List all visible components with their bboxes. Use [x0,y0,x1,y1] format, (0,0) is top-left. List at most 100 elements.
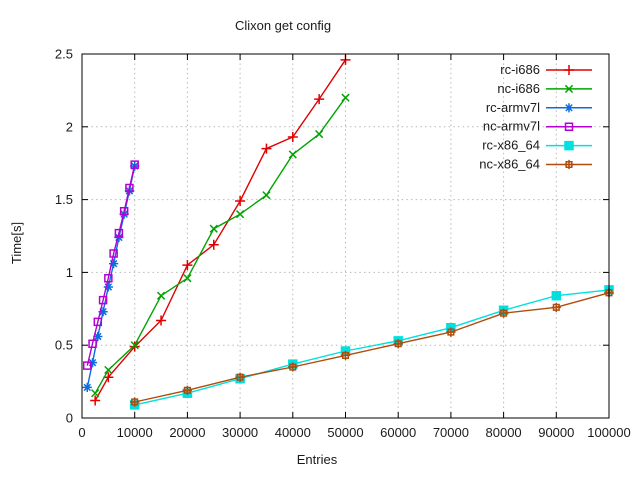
cross-marker [315,129,324,139]
asterisk-marker [114,232,124,243]
legend-marker-sample [564,103,574,113]
legend-item-nc-x86_64: nc-x86_64 [479,157,592,172]
cross-marker [91,389,100,398]
x-tick-label: 70000 [433,425,469,440]
plus-marker [182,260,193,271]
series-nc-armv7l [83,160,139,370]
plus-marker [314,94,325,105]
square-plus-marker [446,327,456,337]
series-line [134,292,610,403]
legend-label: rc-armv7l [486,100,540,115]
legend-label: nc-i686 [497,81,540,96]
series-nc-i686 [91,93,350,398]
legend-label: nc-armv7l [483,119,540,134]
plus-marker [261,143,272,154]
x-tick-label: 40000 [275,425,311,440]
plus-marker [90,395,101,406]
open-square-marker [119,206,129,216]
legend-label: rc-i686 [500,62,540,77]
x-tick-label: 20000 [169,425,205,440]
x-tick-label: 60000 [380,425,416,440]
legend-item-rc-i686: rc-i686 [500,62,592,77]
plus-marker [287,131,298,142]
cross-marker [156,291,166,300]
square-plus-marker [499,308,509,318]
x-tick-label: 100000 [587,425,630,440]
square-plus-marker [182,385,192,395]
cross-marker [341,93,350,102]
plus-marker [208,239,219,250]
y-tick-label: 1.5 [55,192,73,207]
series-line [94,59,347,401]
tick-labels: 0 10000 20000 30000 40000 50000 60000 70000 8000… [55,47,631,441]
cross-marker [262,191,271,200]
series-rc-x86_64 [129,285,614,410]
x-axis-label: Entries [297,452,338,467]
filled-square-marker [551,290,562,301]
x-tick-label: 80000 [486,425,522,440]
x-tick-label: 90000 [538,425,574,440]
legend-item-nc-i686: nc-i686 [497,81,592,96]
legend-label: nc-x86_64 [479,157,540,172]
open-square-marker [98,295,108,305]
legend-marker-sample [564,84,574,94]
plus-marker [129,341,140,352]
asterisk-marker [103,282,113,292]
series-line [134,289,610,406]
open-square-marker [114,228,124,238]
x-tick-label: 0 [78,425,85,440]
open-square-marker [83,361,92,370]
asterisk-marker [87,358,98,368]
chart-title: Clixon get config [235,18,331,33]
open-square-marker [125,183,134,193]
series-line [86,164,136,366]
x-tick-label: 10000 [117,425,153,440]
y-tick-label: 0.5 [55,338,73,353]
asterisk-marker [93,331,103,342]
square-plus-marker [288,362,298,372]
legend-item-nc-armv7l: nc-armv7l [483,119,592,134]
asterisk-marker [82,382,92,393]
x-tick-label: 50000 [327,425,363,440]
plus-marker [156,315,167,326]
cross-marker [130,341,139,350]
legend-item-rc-x86_64: rc-x86_64 [482,138,592,153]
legend-label: rc-x86_64 [482,138,540,153]
square-plus-marker [340,350,351,360]
open-square-marker [88,339,97,348]
asterisk-marker [109,259,119,269]
y-tick-label: 0 [66,411,73,426]
legend-marker-sample [564,65,574,75]
open-square-marker [109,249,118,258]
open-square-marker [93,317,103,327]
y-axis-label: Time[s] [9,222,24,264]
square-plus-marker [130,397,140,407]
cross-marker [104,365,113,375]
open-square-marker [130,160,139,169]
cross-marker [209,224,218,233]
legend-marker-sample [564,159,574,170]
series-nc-x86_64 [130,288,614,407]
open-square-marker [104,273,113,283]
square-plus-marker [235,372,245,382]
legend-marker-sample [564,122,574,131]
cross-marker [235,210,245,219]
legend: rc-i686 nc-i686 rc-armv7l nc-armv7l rc-x86_6… [479,62,592,172]
cross-marker [288,150,297,159]
legend-item-rc-armv7l: rc-armv7l [486,100,592,115]
legend-marker-sample [564,140,574,151]
axes-frame [81,53,610,419]
y-tick-label: 1 [66,265,73,280]
plus-marker [235,196,246,207]
series-rc-armv7l [82,161,140,393]
cross-marker [183,274,192,283]
square-plus-marker [393,339,403,349]
y-tick-label: 2 [66,119,73,134]
square-plus-marker [551,302,561,312]
grid-lines [82,54,609,418]
series-rc-i686 [90,54,351,406]
asterisk-marker [98,307,108,317]
y-tick-label: 2.5 [55,47,73,62]
